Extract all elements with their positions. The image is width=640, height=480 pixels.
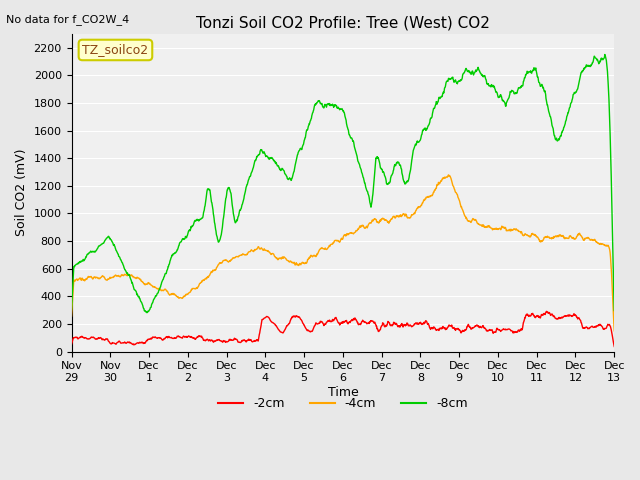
X-axis label: Time: Time [328, 385, 358, 398]
Text: No data for f_CO2W_4: No data for f_CO2W_4 [6, 14, 130, 25]
Text: TZ_soilco2: TZ_soilco2 [83, 44, 148, 57]
Title: Tonzi Soil CO2 Profile: Tree (West) CO2: Tonzi Soil CO2 Profile: Tree (West) CO2 [196, 15, 490, 30]
Y-axis label: Soil CO2 (mV): Soil CO2 (mV) [15, 149, 28, 237]
Legend: -2cm, -4cm, -8cm: -2cm, -4cm, -8cm [213, 392, 473, 415]
